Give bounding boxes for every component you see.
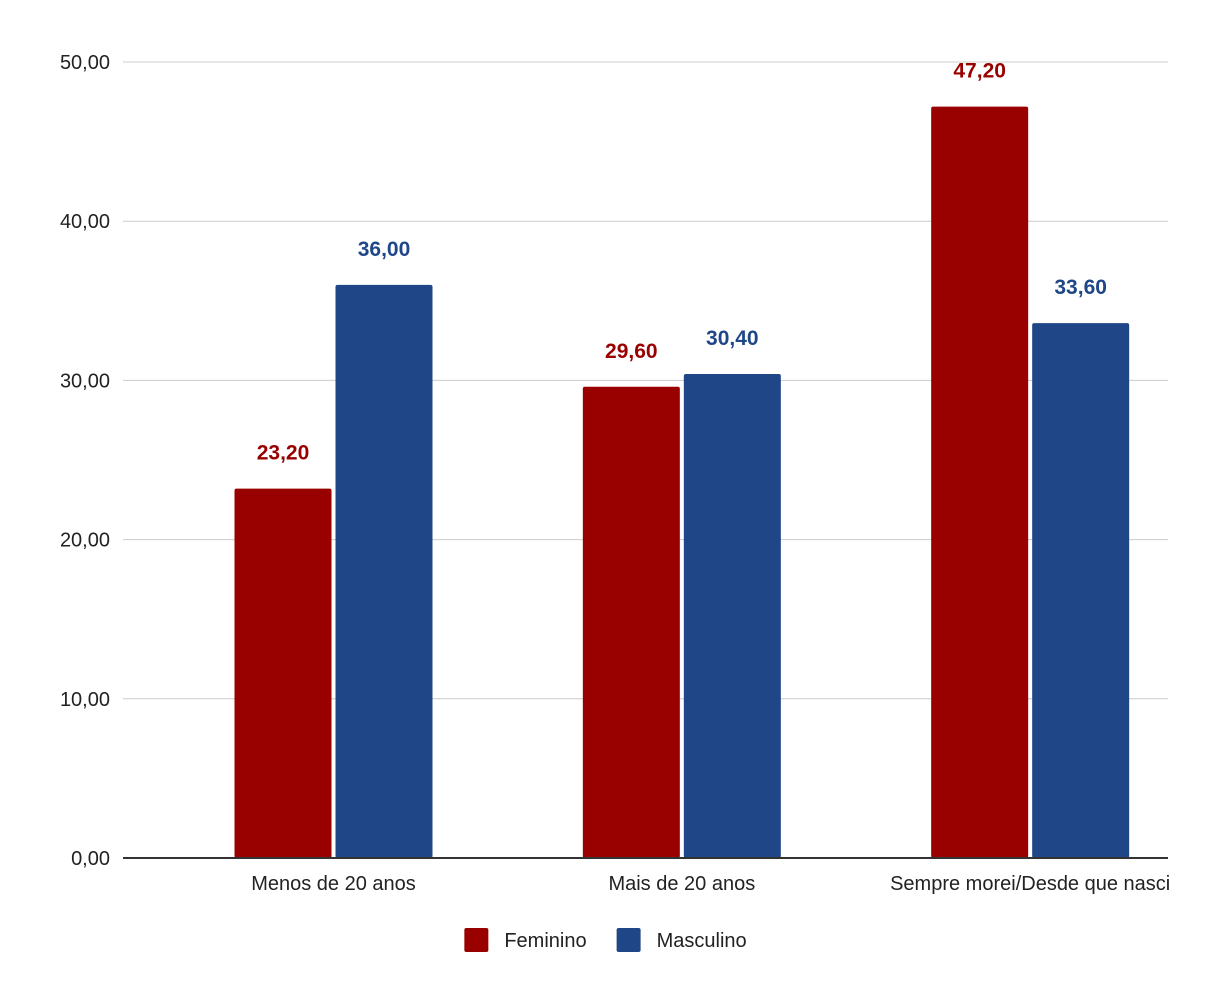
data-label: 33,60 <box>1054 276 1107 299</box>
x-tick-label: Menos de 20 anos <box>251 873 416 895</box>
y-tick-label: 20,00 <box>60 530 110 552</box>
data-labels: 23,20 36,00 29,60 30,40 47,20 33,60 <box>257 60 1107 465</box>
y-tick-label: 10,00 <box>60 689 110 711</box>
data-label: 30,40 <box>706 327 759 350</box>
axes: 0,00 10,00 20,00 30,00 40,00 50,00 Menos de 20… <box>60 52 1170 895</box>
y-tick-label: 50,00 <box>60 52 110 74</box>
legend-label: Masculino <box>657 930 747 952</box>
data-label: 23,20 <box>257 442 310 465</box>
bar-feminino <box>931 106 1029 859</box>
bar-feminino <box>582 386 680 858</box>
legend-item: Masculino <box>616 928 747 952</box>
bars <box>234 106 1130 859</box>
legend-label: Feminino <box>504 930 586 952</box>
y-tick-label: 30,00 <box>60 370 110 392</box>
legend-swatch <box>464 928 489 952</box>
x-tick-label: Sempre morei/Desde que nasci <box>890 873 1170 895</box>
y-tick-label: 0,00 <box>71 848 110 870</box>
legend: Feminino Masculino <box>464 928 747 952</box>
bar-masculino <box>335 284 433 858</box>
legend-swatch <box>616 928 641 952</box>
legend-item: Feminino <box>464 928 587 952</box>
bar-feminino <box>234 488 332 858</box>
data-label: 36,00 <box>358 238 411 261</box>
bar-masculino <box>1032 323 1130 858</box>
bar-masculino <box>683 374 781 858</box>
x-tick-label: Mais de 20 anos <box>608 873 755 895</box>
y-tick-label: 40,00 <box>60 211 110 233</box>
data-label: 29,60 <box>605 340 658 363</box>
data-label: 47,20 <box>953 60 1006 83</box>
